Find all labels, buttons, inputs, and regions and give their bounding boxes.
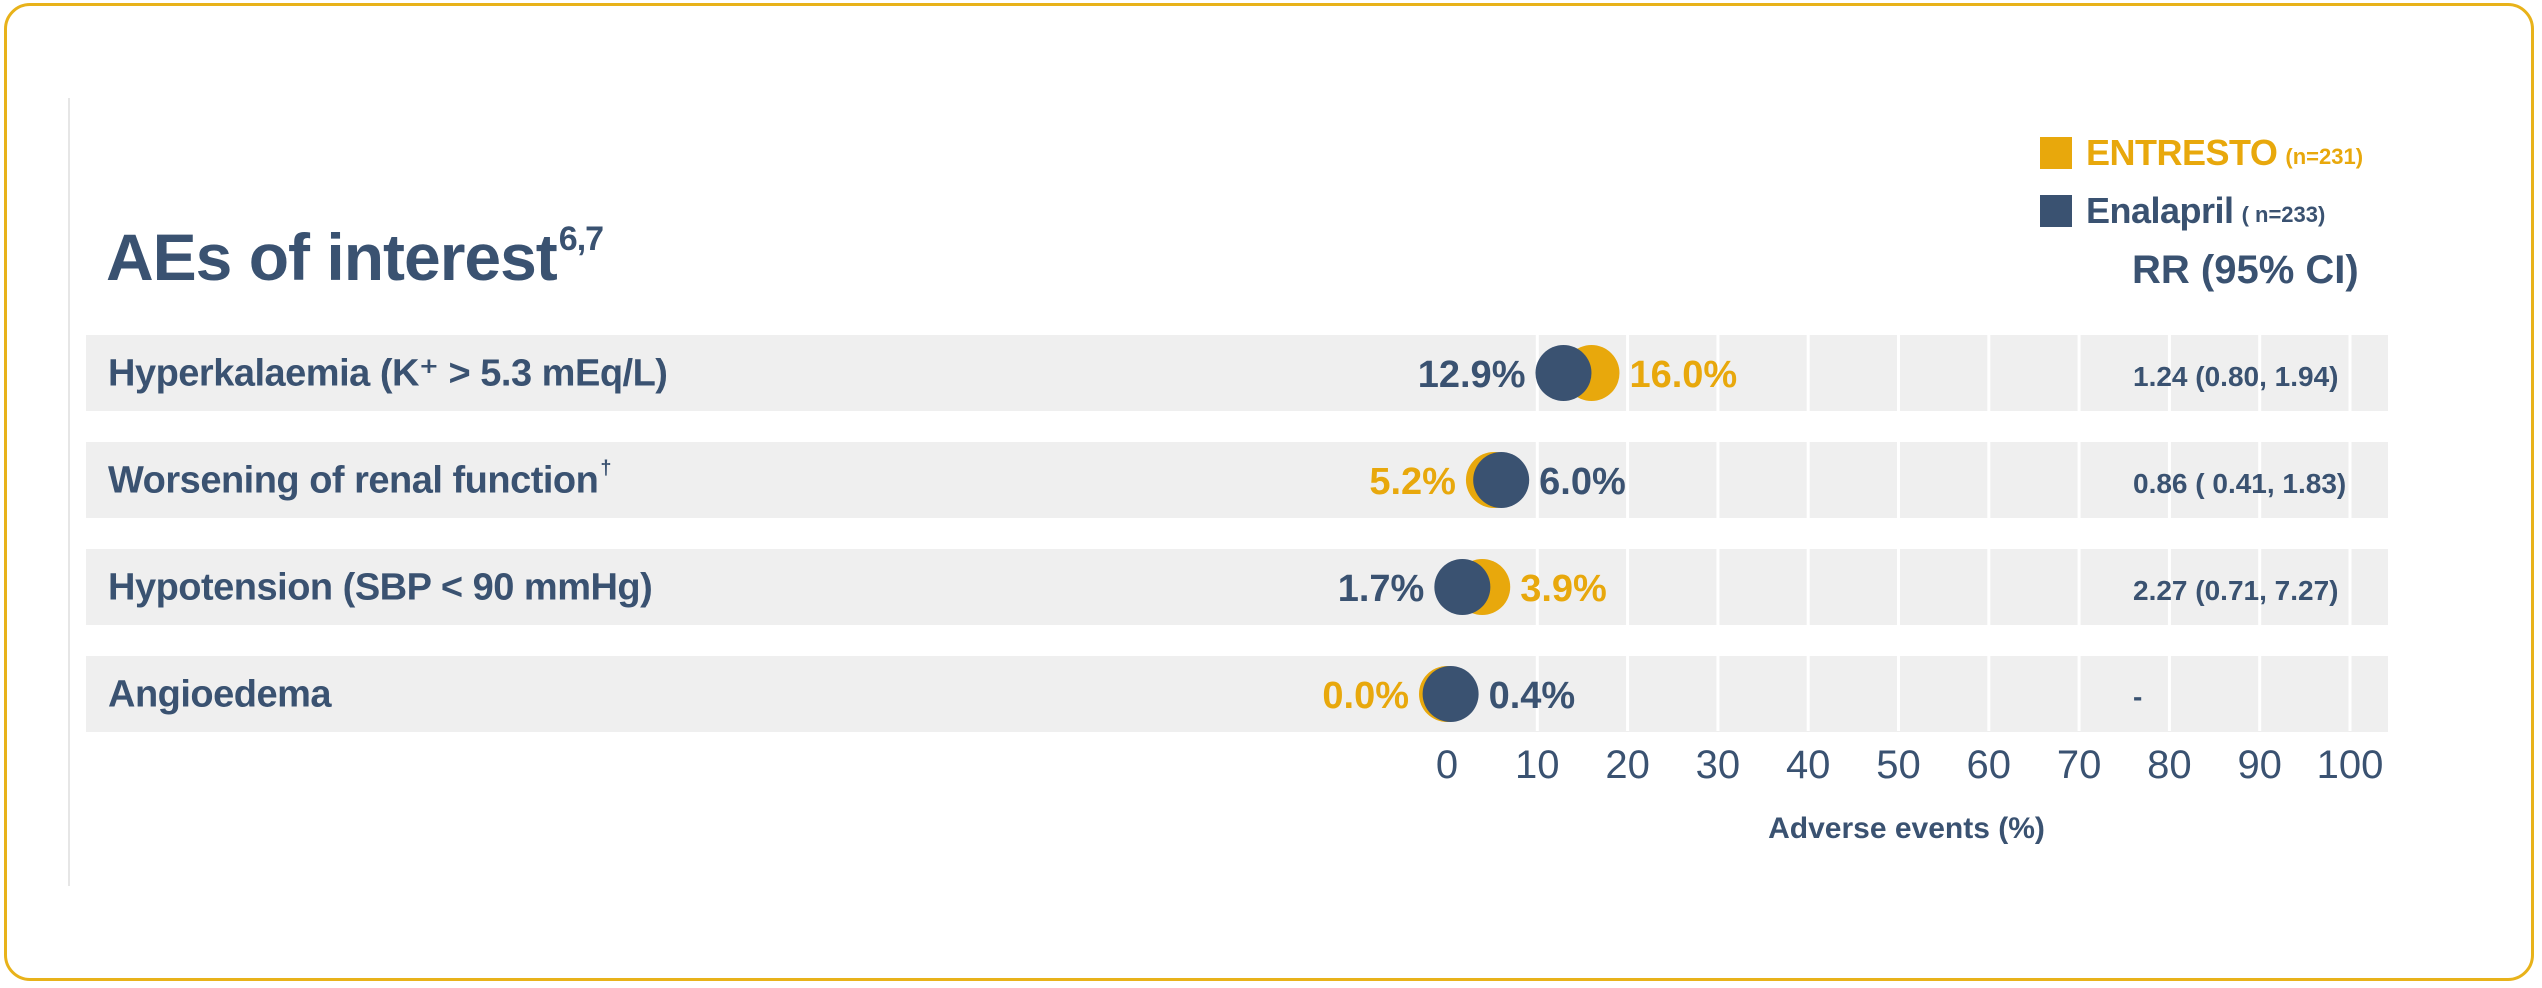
rr-column-header: RR (95% CI) — [2132, 248, 2359, 292]
left-divider — [68, 98, 70, 886]
legend-item-entresto: ENTRESTO (n=231) — [2040, 124, 2363, 182]
chart-title-text: AEs of interest — [106, 220, 558, 294]
row-label-text: Worsening of renal function — [108, 459, 599, 502]
legend-item-enalapril: Enalapril ( n=233) — [2040, 182, 2363, 240]
row-band — [86, 335, 2388, 411]
legend-swatch-entresto — [2040, 137, 2072, 169]
row-label-text: Angioedema — [108, 673, 332, 716]
row-band — [86, 549, 2388, 625]
x-tick-label: 90 — [2237, 743, 2282, 787]
legend-n-entresto: (n=231) — [2285, 144, 2364, 169]
rr-value-hyperkalaemia: 1.24 (0.80, 1.94) — [2133, 361, 2339, 392]
legend-label-enalapril: Enalapril — [2086, 190, 2234, 231]
x-tick-label: 100 — [2317, 743, 2384, 787]
chart-title: AEs of interest6,7 — [106, 220, 604, 290]
x-tick-label: 40 — [1786, 743, 1831, 787]
row-label-angioedema: Angioedema — [108, 672, 333, 717]
rr-value-hypotension: 2.27 (0.71, 7.27) — [2133, 575, 2339, 606]
row-label-superscript: † — [600, 457, 611, 480]
data-label-entresto: 16.0% — [1629, 354, 1737, 396]
marker-enalapril — [1473, 452, 1530, 508]
x-tick-label: 30 — [1696, 743, 1741, 787]
legend-swatch-enalapril — [2040, 195, 2072, 227]
data-label-entresto: 3.9% — [1520, 568, 1607, 610]
row-label-hypotension: Hypotension (SBP < 90 mmHg) — [108, 565, 654, 610]
x-tick-label: 0 — [1436, 743, 1458, 787]
data-label-entresto: 5.2% — [1369, 461, 1456, 503]
marker-enalapril — [1535, 345, 1592, 401]
row-band — [86, 442, 2388, 518]
row-band — [86, 656, 2388, 732]
x-tick-label: 70 — [2057, 743, 2102, 787]
data-label-enalapril: 12.9% — [1418, 354, 1526, 396]
rr-value-renal-function: 0.86 ( 0.41, 1.83) — [2133, 468, 2347, 499]
chart-title-superscript: 6,7 — [558, 220, 604, 258]
row-label-text: Hypotension (SBP < 90 mmHg) — [108, 566, 653, 609]
rr-value-angioedema: - — [2133, 681, 2143, 712]
data-label-enalapril: 6.0% — [1539, 461, 1626, 503]
marker-enalapril — [1422, 666, 1479, 722]
legend-label-entresto: ENTRESTO — [2086, 132, 2278, 173]
legend: ENTRESTO (n=231) Enalapril ( n=233) — [2040, 124, 2363, 240]
data-label-enalapril: 0.4% — [1489, 675, 1576, 717]
data-label-enalapril: 1.7% — [1338, 568, 1425, 610]
row-label-hyperkalaemia: Hyperkalaemia (K⁺ > 5.3 mEq/L) — [108, 351, 669, 396]
row-label-text: Hyperkalaemia (K⁺ > 5.3 mEq/L) — [108, 352, 668, 395]
x-tick-label: 20 — [1605, 743, 1650, 787]
marker-enalapril — [1434, 559, 1491, 615]
x-tick-label: 80 — [2147, 743, 2192, 787]
x-tick-label: 60 — [1967, 743, 2012, 787]
x-tick-label: 10 — [1515, 743, 1560, 787]
x-tick-label: 50 — [1876, 743, 1921, 787]
row-label-renal-function: Worsening of renal function † — [108, 458, 611, 503]
legend-n-enalapril: ( n=233) — [2241, 202, 2326, 227]
data-label-entresto: 0.0% — [1322, 675, 1409, 717]
x-axis-title: Adverse events (%) — [1768, 812, 2045, 845]
